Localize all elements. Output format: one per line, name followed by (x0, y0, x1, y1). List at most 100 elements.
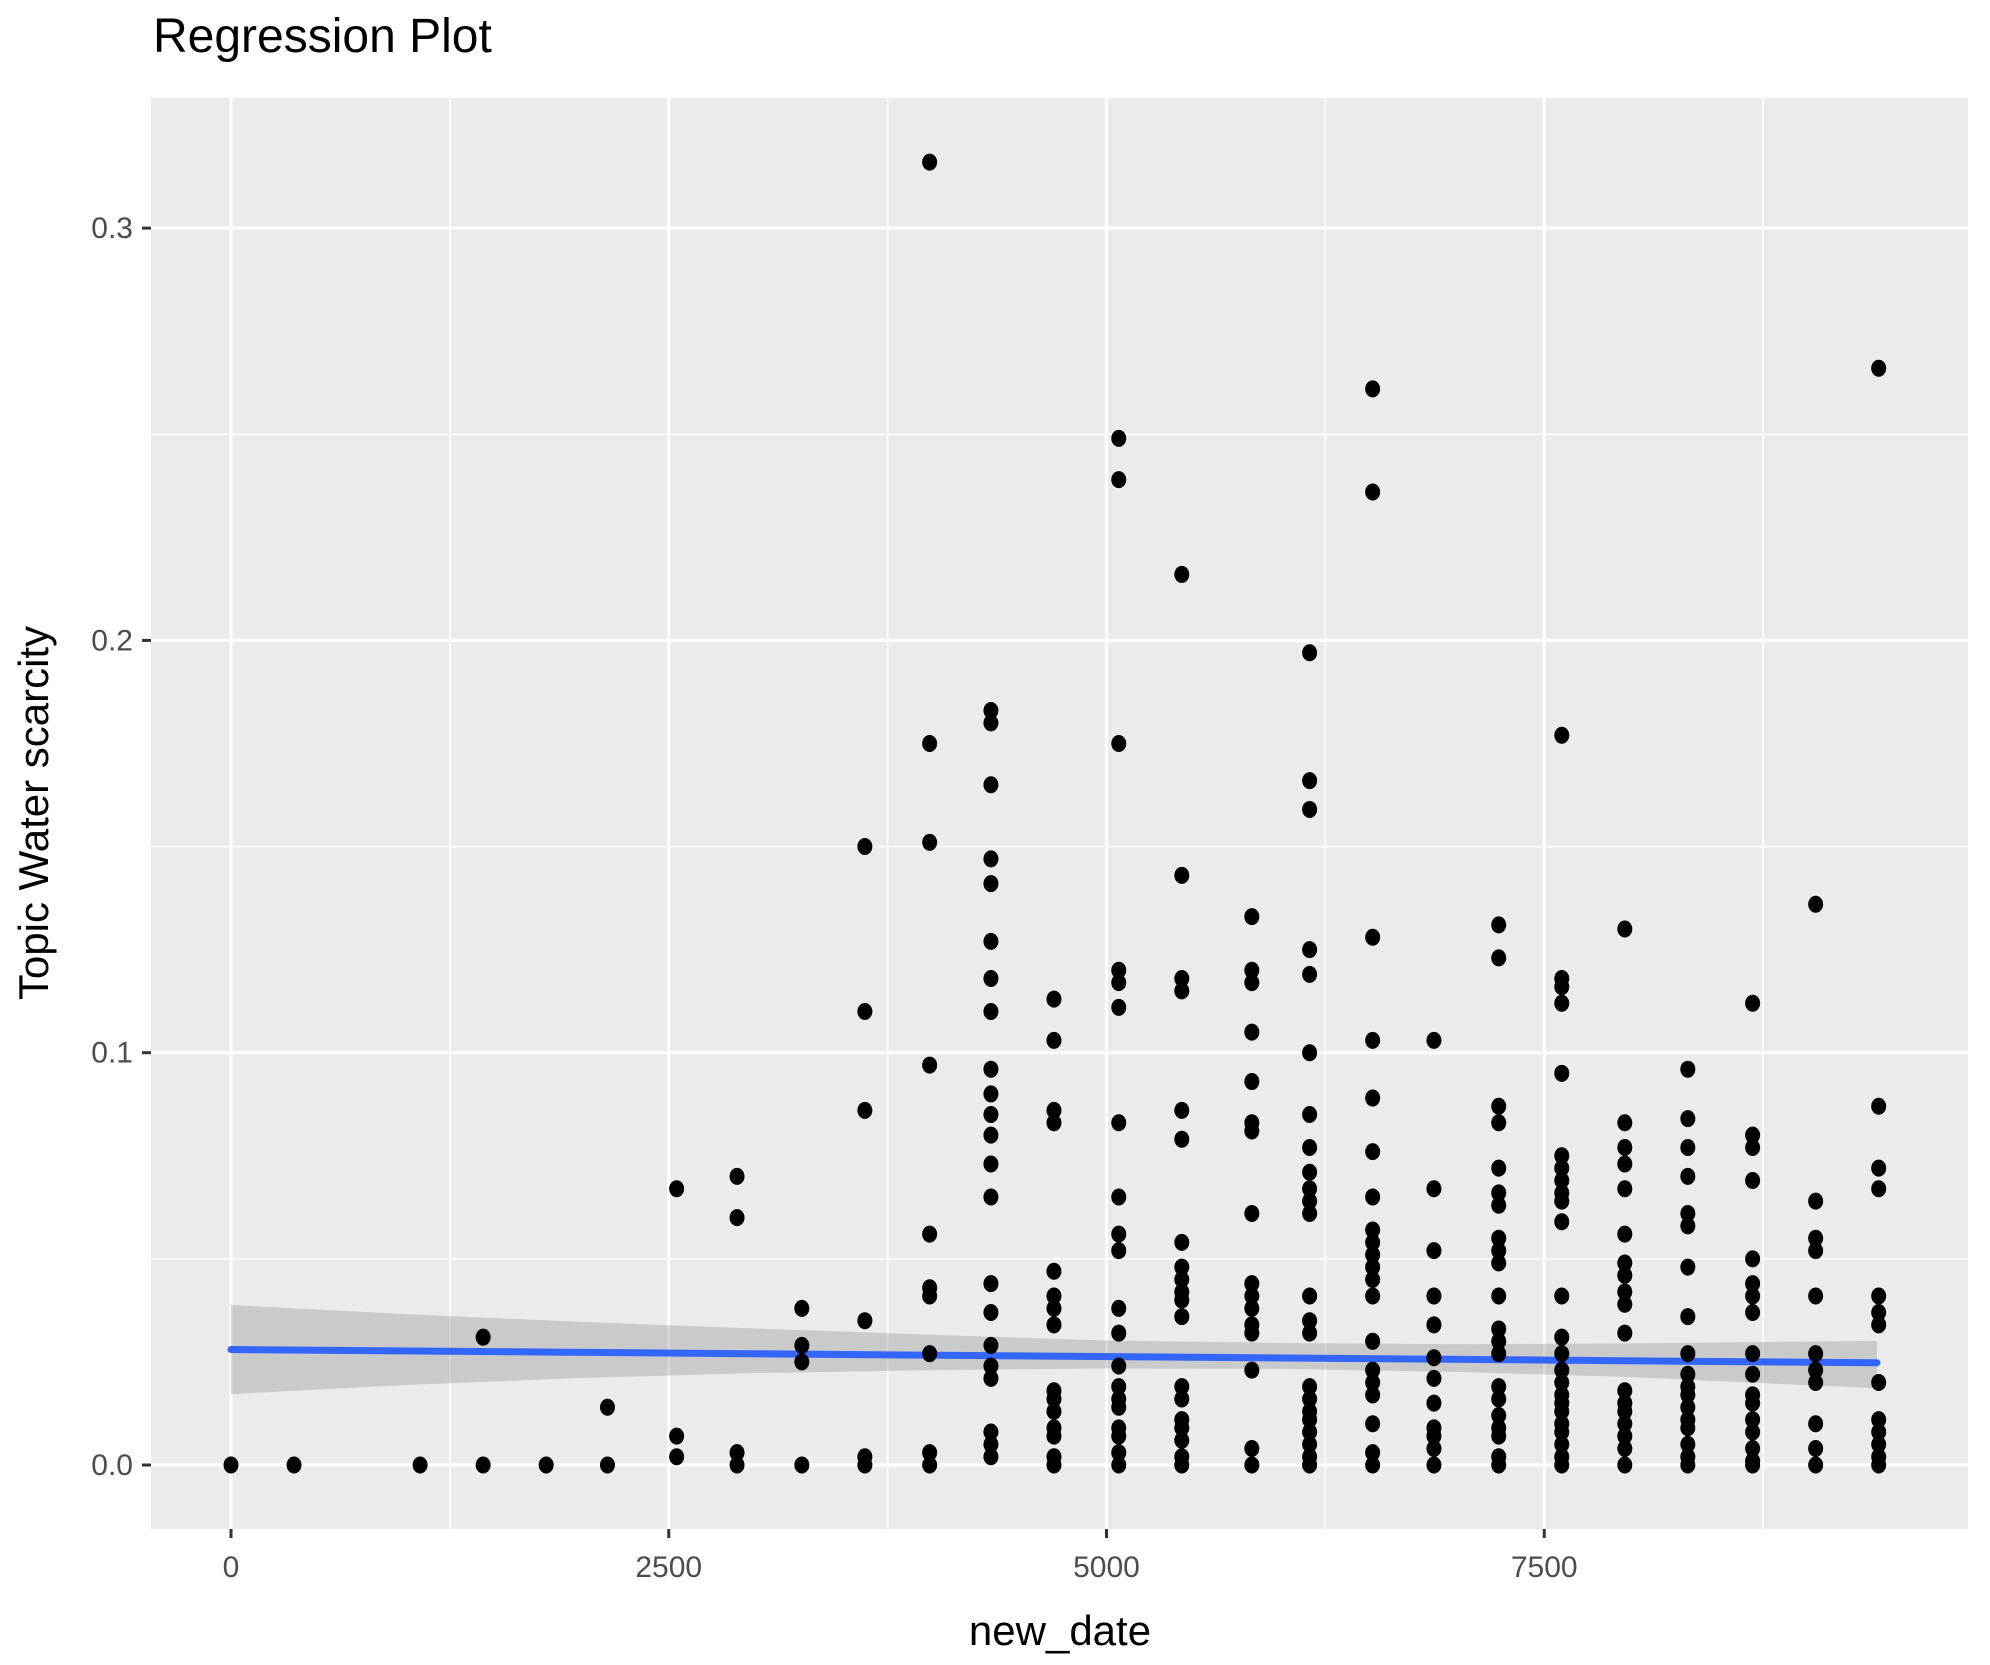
data-point (1302, 1390, 1318, 1408)
data-point (1111, 1378, 1127, 1396)
data-point (1046, 1390, 1062, 1408)
data-point (1365, 928, 1381, 946)
data-point (1617, 1114, 1633, 1132)
data-point (1871, 359, 1887, 377)
data-point (1554, 1159, 1570, 1177)
data-point (1174, 1101, 1190, 1119)
data-point (1680, 1435, 1696, 1453)
data-point (1302, 1106, 1318, 1124)
data-point (1617, 1382, 1633, 1400)
data-point (1554, 1064, 1570, 1082)
data-point (1174, 969, 1190, 987)
data-point (983, 850, 999, 868)
data-point (1302, 1163, 1318, 1181)
data-point (1871, 1411, 1887, 1429)
data-point (475, 1328, 491, 1346)
data-point (1426, 1180, 1442, 1198)
data-point (1617, 1295, 1633, 1313)
data-point (1745, 1275, 1761, 1293)
data-point (729, 1444, 745, 1462)
data-point (1491, 1254, 1507, 1272)
data-point (1808, 1287, 1824, 1305)
data-point (1491, 1159, 1507, 1177)
data-point (1365, 1444, 1381, 1462)
data-point (1302, 1139, 1318, 1157)
data-point (1046, 1287, 1062, 1305)
data-point (1808, 1361, 1824, 1379)
data-point (1491, 1456, 1507, 1474)
data-point (1808, 1415, 1824, 1433)
data-point (1302, 772, 1318, 790)
data-point (1617, 1155, 1633, 1173)
chart-title: Regression Plot (153, 10, 492, 63)
data-point (1244, 1122, 1260, 1140)
data-point (1365, 1143, 1381, 1161)
data-point (1365, 1089, 1381, 1107)
data-point (1365, 1386, 1381, 1404)
data-point (983, 1106, 999, 1124)
data-point (1745, 1365, 1761, 1383)
data-point (1426, 1287, 1442, 1305)
data-point (1046, 1402, 1062, 1420)
data-point (599, 1456, 615, 1474)
data-point (599, 1398, 615, 1416)
data-point (1174, 1456, 1190, 1474)
data-point (922, 1287, 938, 1305)
x-tick-label: 0 (223, 1551, 240, 1584)
data-point (1111, 1398, 1127, 1416)
data-point (1174, 866, 1190, 884)
data-point (1617, 1440, 1633, 1458)
data-point (922, 1345, 938, 1363)
data-point (1808, 1229, 1824, 1247)
data-point (1745, 1303, 1761, 1321)
data-point (1808, 1440, 1824, 1458)
data-point (983, 875, 999, 893)
data-point (1426, 1242, 1442, 1260)
data-point (1745, 1126, 1761, 1144)
data-point (669, 1427, 685, 1445)
data-point (1244, 908, 1260, 926)
data-point (1871, 1423, 1887, 1441)
y-tick-label: 0.0 (91, 1449, 133, 1482)
data-point (1491, 1332, 1507, 1350)
data-point (1554, 1345, 1570, 1363)
data-point (1174, 1258, 1190, 1276)
data-point (729, 1167, 745, 1185)
data-point (1302, 1044, 1318, 1062)
data-point (1680, 1167, 1696, 1185)
data-point (1554, 994, 1570, 1012)
data-point (1302, 1287, 1318, 1305)
data-point (1617, 1266, 1633, 1284)
data-point (1111, 1357, 1127, 1375)
data-point (412, 1456, 428, 1474)
data-point (1174, 1130, 1190, 1148)
data-point (1745, 1172, 1761, 1190)
data-point (922, 734, 938, 752)
data-point (669, 1180, 685, 1198)
data-point (983, 1435, 999, 1453)
data-point (1745, 1250, 1761, 1268)
data-point (1111, 734, 1127, 752)
data-point (983, 1303, 999, 1321)
data-point (1174, 1291, 1190, 1309)
data-point (1046, 1101, 1062, 1119)
data-point (1244, 1287, 1260, 1305)
data-point (1491, 1345, 1507, 1363)
data-point (1046, 1031, 1062, 1049)
data-point (538, 1456, 554, 1474)
data-point (1365, 1258, 1381, 1276)
data-point (1871, 1180, 1887, 1198)
data-point (1365, 1221, 1381, 1239)
data-point (1365, 1270, 1381, 1288)
data-point (1680, 1204, 1696, 1222)
data-point (983, 701, 999, 719)
data-point (1111, 1324, 1127, 1342)
data-point (1491, 916, 1507, 934)
data-point (1808, 1192, 1824, 1210)
data-point (1426, 1349, 1442, 1367)
data-point (1426, 1316, 1442, 1334)
data-point (794, 1336, 810, 1354)
data-point (1554, 1435, 1570, 1453)
